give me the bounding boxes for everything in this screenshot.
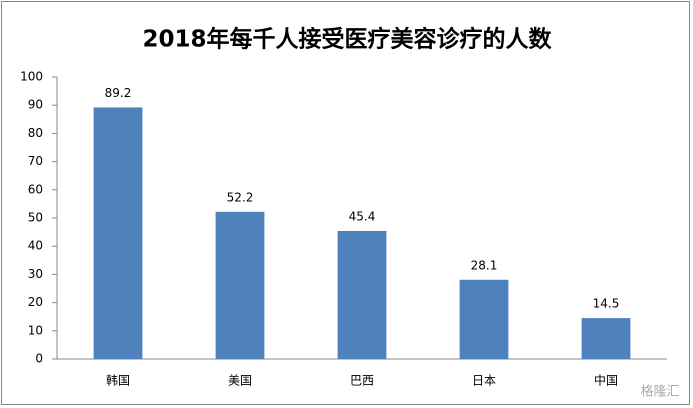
- bar: [581, 318, 631, 359]
- y-tick-label: 70: [28, 154, 43, 168]
- y-tick-label: 50: [28, 211, 43, 225]
- chart-title: 2018年每千人接受医疗美容诊疗的人数: [142, 26, 552, 53]
- bar: [337, 230, 387, 359]
- y-tick-label: 20: [28, 295, 43, 309]
- y-tick-label: 30: [28, 267, 43, 281]
- x-tick-label: 巴西: [350, 374, 374, 388]
- data-label: 28.1: [471, 258, 498, 272]
- bar: [459, 279, 509, 359]
- data-label: 52.2: [227, 190, 254, 204]
- y-tick-label: 90: [28, 98, 43, 112]
- x-tick-label: 日本: [472, 374, 496, 388]
- bar: [215, 211, 265, 359]
- x-tick-label: 韩国: [106, 373, 130, 388]
- bar: [93, 107, 143, 360]
- data-label: 89.2: [105, 86, 132, 100]
- y-tick-label: 100: [20, 70, 43, 84]
- watermark: 格隆汇: [640, 384, 679, 400]
- y-tick-label: 60: [28, 182, 43, 196]
- y-tick-label: 10: [28, 323, 43, 337]
- y-tick-label: 40: [28, 239, 43, 253]
- x-tick-label: 中国: [594, 373, 618, 388]
- y-tick-label: 80: [28, 126, 43, 140]
- data-label: 45.4: [349, 209, 376, 223]
- y-tick-label: 0: [35, 352, 43, 366]
- x-tick-label: 美国: [228, 374, 252, 388]
- data-label: 14.5: [593, 297, 620, 311]
